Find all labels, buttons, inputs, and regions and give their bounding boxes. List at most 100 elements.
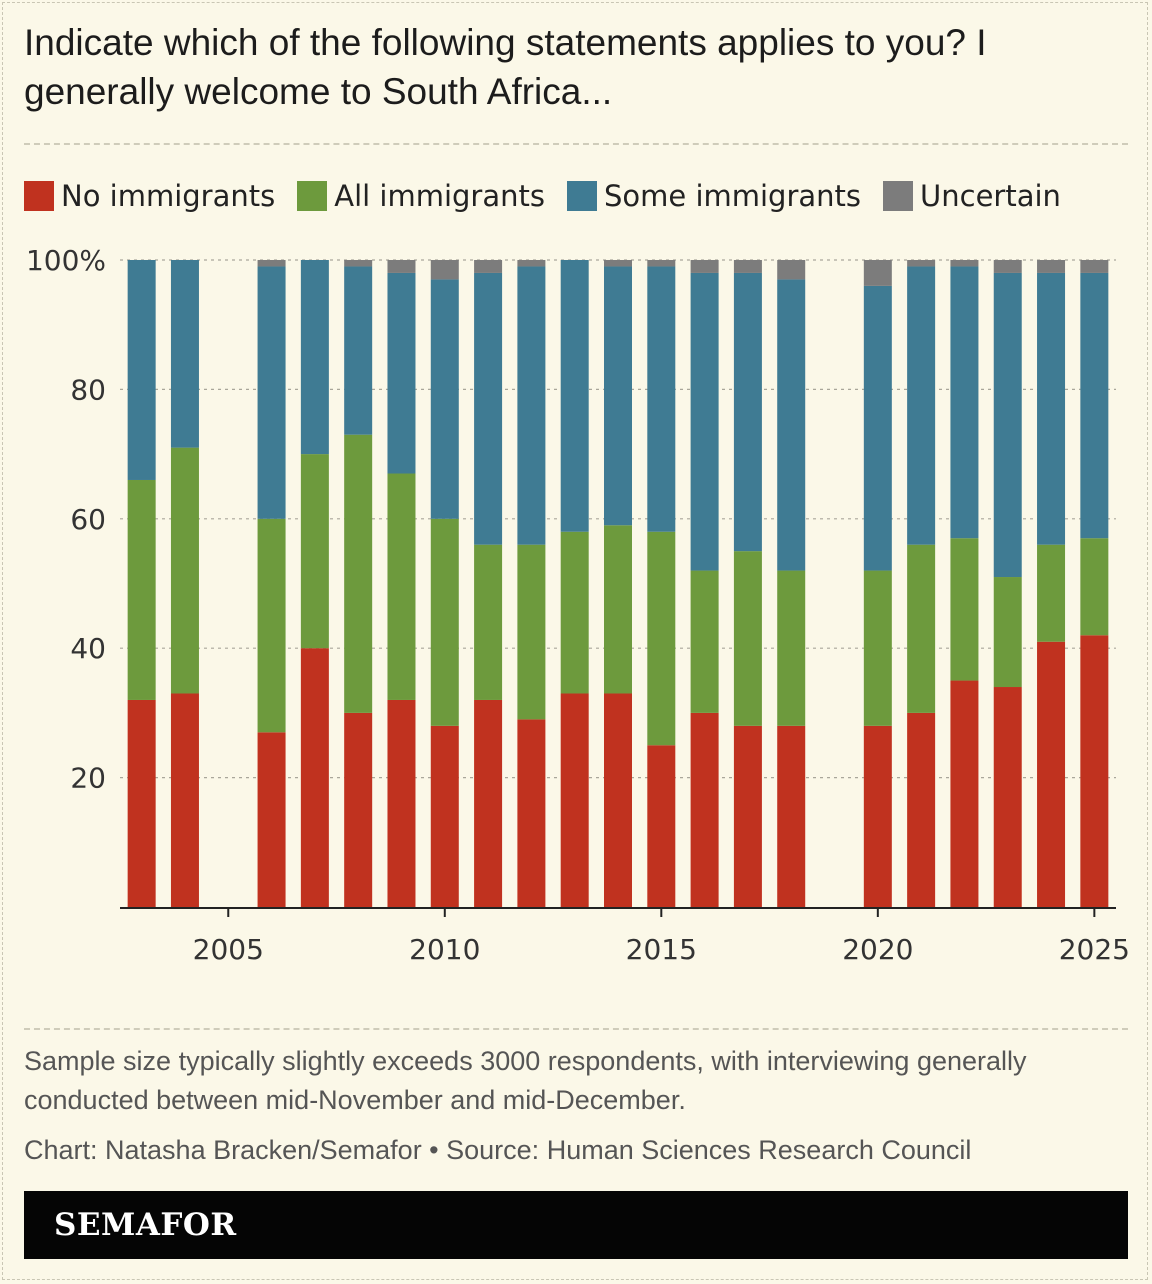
- bar-segment-no-immigrants: [517, 719, 546, 907]
- bar-segment-some-immigrants: [474, 272, 503, 545]
- footer-bar: SEMAFOR: [24, 1191, 1128, 1259]
- bar-segment-all-immigrants: [127, 479, 156, 700]
- y-tick-label: 80: [70, 373, 106, 406]
- bar-segment-uncertain: [907, 260, 936, 267]
- bar-segment-some-immigrants: [604, 266, 632, 526]
- bar-segment-all-immigrants: [733, 551, 762, 726]
- chart-note: Sample size typically slightly exceeds 3…: [24, 1046, 1027, 1115]
- chart-credit: Chart: Natasha Bracken/Semafor • Source:…: [24, 1135, 972, 1165]
- bar-segment-no-immigrants: [474, 699, 503, 907]
- bar-segment-all-immigrants: [777, 570, 806, 726]
- x-tick-label: 2020: [842, 933, 913, 966]
- bar-segment-some-immigrants: [560, 260, 589, 532]
- bar-segment-uncertain: [1080, 260, 1109, 273]
- divider-bottom: [24, 1028, 1128, 1030]
- legend-swatch-some-immigrants: [566, 181, 597, 211]
- bar-segment-uncertain: [690, 260, 719, 273]
- x-tick-label: 2010: [409, 933, 480, 966]
- legend-label-some-immigrants: Some immigrants: [603, 179, 862, 213]
- bar-segment-no-immigrants: [170, 693, 199, 907]
- bar-segment-some-immigrants: [993, 272, 1022, 578]
- y-tick-label: 60: [70, 503, 106, 536]
- semafor-logo: SEMAFOR: [54, 1207, 237, 1243]
- y-tick-label: 40: [70, 632, 106, 665]
- legend: No immigrants All immigrants Some immigran…: [24, 176, 1083, 216]
- bar-segment-all-immigrants: [863, 570, 892, 726]
- legend-swatch-uncertain: [883, 181, 914, 211]
- bar-segment-uncertain: [344, 260, 373, 267]
- bar-segment-all-immigrants: [257, 518, 286, 733]
- bar-segment-no-immigrants: [863, 725, 892, 907]
- bar-segment-uncertain: [1037, 260, 1066, 273]
- bar-segment-all-immigrants: [517, 544, 546, 720]
- legend-item-all-immigrants: All immigrants: [297, 179, 545, 213]
- legend-swatch-no-immigrants: [24, 181, 54, 211]
- bar-segment-uncertain: [430, 260, 459, 280]
- bar-segment-some-immigrants: [170, 260, 199, 448]
- bar-segment-some-immigrants: [344, 266, 373, 435]
- bar-segment-uncertain: [517, 260, 546, 267]
- legend-label-no-immigrants: No immigrants: [61, 179, 276, 213]
- bar-segment-some-immigrants: [777, 279, 806, 571]
- bar-segment-all-immigrants: [170, 447, 199, 694]
- chart-title: Indicate which of the following statemen…: [24, 22, 987, 112]
- legend-label-uncertain: Uncertain: [920, 179, 1061, 213]
- bar-segment-no-immigrants: [387, 699, 416, 907]
- y-tick-label: 100%: [26, 244, 106, 277]
- x-tick-label: 2005: [193, 933, 264, 966]
- bar-segment-some-immigrants: [690, 272, 719, 571]
- bar-segment-uncertain: [647, 260, 676, 267]
- bar-segment-some-immigrants: [387, 272, 416, 474]
- bar-segment-some-immigrants: [1037, 272, 1066, 545]
- bar-segment-uncertain: [993, 260, 1022, 273]
- legend-item-some-immigrants: Some immigrants: [566, 179, 862, 213]
- legend-item-no-immigrants: No immigrants: [24, 179, 275, 213]
- legend-swatch-all-immigrants: [297, 181, 328, 211]
- x-tick-label: 2025: [1059, 933, 1130, 966]
- bar-segment-some-immigrants: [127, 260, 156, 480]
- bar-segment-uncertain: [733, 260, 762, 273]
- bar-segment-no-immigrants: [777, 725, 806, 907]
- y-tick-label: 20: [70, 762, 106, 795]
- bar-segment-all-immigrants: [1037, 544, 1066, 642]
- bar-segment-all-immigrants: [907, 544, 936, 713]
- bar-segment-some-immigrants: [907, 266, 936, 545]
- bar-segment-uncertain: [474, 260, 503, 273]
- bar-segment-no-immigrants: [604, 693, 632, 907]
- bar-segment-uncertain: [950, 260, 979, 267]
- bar-segment-some-immigrants: [733, 272, 762, 552]
- bar-segment-all-immigrants: [430, 518, 459, 726]
- bar-segment-all-immigrants: [647, 531, 676, 746]
- bar-segment-some-immigrants: [257, 266, 286, 519]
- bar-segment-no-immigrants: [733, 725, 762, 907]
- bar-segment-all-immigrants: [993, 577, 1022, 688]
- bar-segment-uncertain: [257, 260, 286, 267]
- bar-segment-no-immigrants: [1037, 641, 1066, 907]
- x-tick-label: 2015: [626, 933, 697, 966]
- bar-segment-no-immigrants: [993, 687, 1022, 907]
- bar-segment-some-immigrants: [517, 266, 546, 545]
- legend-label-all-immigrants: All immigrants: [334, 179, 545, 213]
- bar-segment-some-immigrants: [950, 266, 979, 539]
- bar-segment-all-immigrants: [690, 570, 719, 713]
- bar-segment-some-immigrants: [1080, 272, 1109, 539]
- bar-segment-all-immigrants: [344, 434, 373, 713]
- bar-segment-no-immigrants: [907, 712, 936, 907]
- bar-segment-all-immigrants: [560, 531, 589, 694]
- bar-segment-all-immigrants: [1080, 538, 1109, 636]
- bar-segment-uncertain: [387, 260, 416, 273]
- divider-top: [24, 143, 1128, 145]
- bar-segment-all-immigrants: [387, 473, 416, 700]
- bar-segment-no-immigrants: [647, 745, 676, 907]
- bar-segment-all-immigrants: [300, 454, 329, 649]
- bar-segment-no-immigrants: [950, 680, 979, 907]
- bar-segment-no-immigrants: [1080, 635, 1109, 907]
- legend-item-uncertain: Uncertain: [883, 179, 1061, 213]
- bar-segment-uncertain: [863, 260, 892, 286]
- bar-segment-no-immigrants: [257, 732, 286, 907]
- stacked-bar-chart: 20 40 60 80 100% 2005 2010 2015 2020 2025: [26, 244, 1130, 966]
- bar-segment-some-immigrants: [430, 279, 459, 519]
- bar-segment-all-immigrants: [950, 538, 979, 681]
- bar-segment-no-immigrants: [560, 693, 589, 907]
- bar-segment-no-immigrants: [344, 712, 373, 907]
